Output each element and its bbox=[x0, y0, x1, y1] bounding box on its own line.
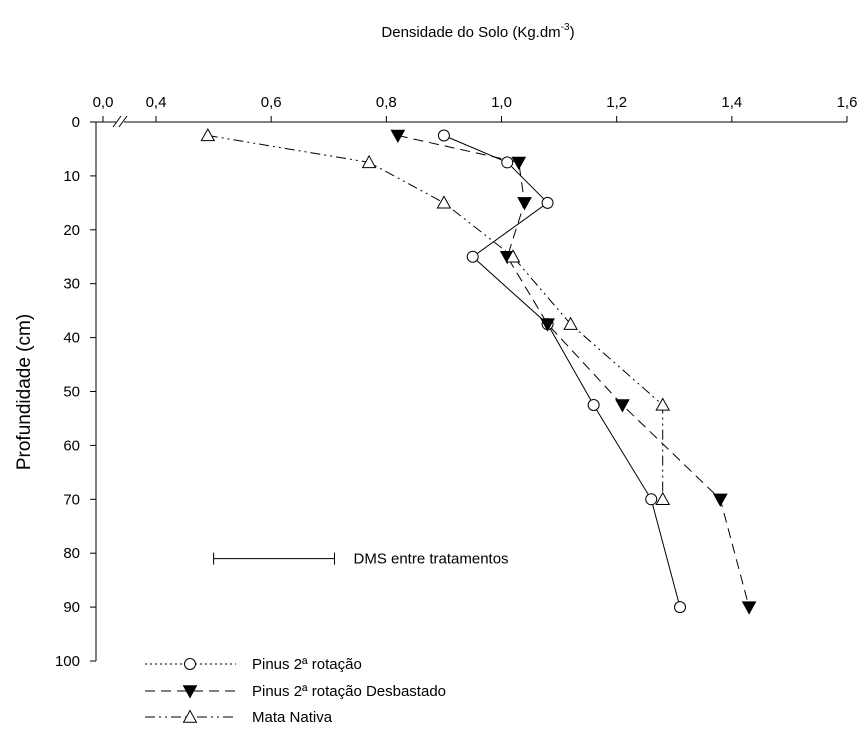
x-axis-break-mark-1 bbox=[112, 115, 122, 128]
legend-marker-2 bbox=[182, 685, 198, 699]
series-2-point bbox=[712, 493, 728, 507]
series-2-point bbox=[517, 197, 532, 211]
dms-annotation-text: DMS entre tratamentos bbox=[354, 551, 509, 568]
series-3-point bbox=[655, 397, 671, 411]
chart-title: Densidade do Solo (Kg.dm-3) bbox=[381, 22, 574, 41]
legend: Pinus 2ª rotação Pinus 2ª rotação Desbast… bbox=[145, 656, 446, 726]
legend-marker-3 bbox=[182, 709, 198, 723]
series-1-point bbox=[645, 493, 658, 506]
x-tick-label: 0,4 bbox=[146, 94, 167, 111]
y-tick-label: 10 bbox=[63, 168, 80, 185]
series-3-point bbox=[563, 316, 578, 330]
legend-marker-1 bbox=[184, 658, 196, 670]
series-1-point bbox=[674, 601, 687, 614]
y-tick-label: 20 bbox=[63, 222, 80, 239]
series-2-point bbox=[390, 129, 406, 144]
series-line-3 bbox=[207, 135, 664, 500]
x-tick-label: 1,6 bbox=[837, 94, 858, 111]
series-3-point bbox=[655, 491, 671, 505]
series-3-point bbox=[505, 249, 521, 263]
y-tick-label: 80 bbox=[63, 545, 80, 562]
x-tick-label: 0,0 bbox=[93, 94, 114, 111]
legend-label-2: Pinus 2ª rotação Desbastado bbox=[252, 683, 446, 700]
y-axis-label: Profundidade (cm) bbox=[14, 314, 35, 470]
x-tick-label: 1,0 bbox=[491, 94, 512, 111]
chart-title-close: ) bbox=[570, 24, 575, 41]
series-2-point bbox=[540, 318, 555, 332]
series-1-point bbox=[587, 398, 600, 411]
y-tick-label: 50 bbox=[63, 384, 80, 401]
x-tick-label: 0,6 bbox=[261, 94, 282, 111]
x-tick-label: 0,8 bbox=[376, 94, 397, 111]
series-1-point bbox=[501, 156, 514, 169]
y-tick-label: 70 bbox=[63, 491, 80, 508]
series-2-point bbox=[615, 399, 630, 413]
series-line-1 bbox=[443, 135, 681, 608]
y-tick-label: 0 bbox=[72, 114, 80, 131]
series-1-point bbox=[541, 196, 554, 209]
series-line-2 bbox=[397, 135, 750, 608]
legend-label-1: Pinus 2ª rotação bbox=[252, 656, 362, 673]
y-ticks: 0 10 20 30 40 50 60 70 80 90 100 bbox=[55, 114, 96, 670]
y-tick-label: 30 bbox=[63, 276, 80, 293]
series-2-point bbox=[511, 156, 527, 170]
series-2-point bbox=[741, 601, 757, 615]
y-tick-label: 90 bbox=[63, 599, 80, 616]
series-1-point bbox=[466, 250, 479, 263]
y-tick-label: 60 bbox=[63, 437, 80, 454]
x-axis-break-mark-2 bbox=[118, 115, 128, 128]
chart-title-superscript: -3 bbox=[561, 22, 570, 33]
series-3-point bbox=[361, 154, 377, 169]
dms-annotation: DMS entre tratamentos bbox=[213, 551, 509, 568]
y-tick-label: 100 bbox=[55, 653, 80, 670]
legend-label-3: Mata Nativa bbox=[252, 709, 333, 726]
series-3-point bbox=[436, 195, 452, 209]
chart-title-main: Densidade do Solo (Kg.dm bbox=[381, 24, 560, 41]
axes bbox=[95, 115, 847, 661]
x-ticks: 0,0 0,4 0,6 0,8 1,0 1,2 1,4 1,6 bbox=[93, 94, 858, 122]
series-1-point bbox=[437, 129, 450, 142]
series-layer bbox=[200, 127, 757, 615]
x-tick-label: 1,2 bbox=[606, 94, 627, 111]
series-3-point bbox=[200, 127, 216, 142]
y-tick-label: 40 bbox=[63, 330, 80, 347]
x-tick-label: 1,4 bbox=[721, 94, 742, 111]
